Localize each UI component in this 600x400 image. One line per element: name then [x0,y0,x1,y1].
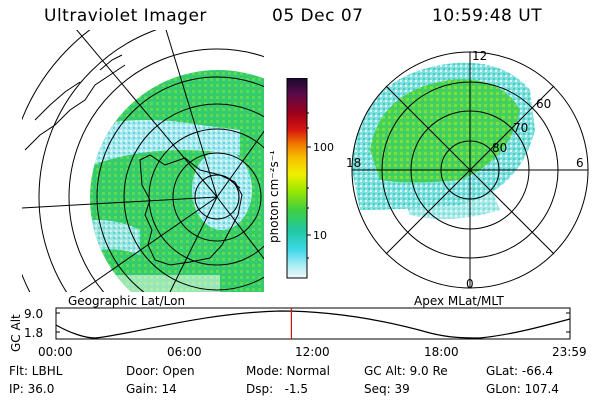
altitude-timeline: GC Alt 9.0 1.8 00:00 06:00 12:00 18:00 2… [9,307,587,359]
dsp-value: Dsp: -1.5 [246,382,309,396]
coastline [24,54,243,266]
altitude-curve [55,310,571,339]
geographic-map [22,30,264,292]
mlt-label-18: 18 [346,156,361,170]
apex-polar-plot: 12 18 6 0 60 70 80 [346,50,589,291]
time-tick-0600: 06:00 [167,345,202,359]
altitude-plot-frame [55,307,571,340]
apex-panel-label: Apex MLat/MLT [414,294,504,308]
time-tick-1800: 18:00 [424,345,459,359]
gc-alt-value: GC Alt: 9.0 Re [364,364,448,378]
instrument-title: Ultraviolet Imager [44,6,207,26]
colorbar-unit-label: photon cm⁻²s⁻¹ [270,150,281,243]
apex-mlt-grid [352,52,588,288]
altitude-axis-label: GC Alt [9,314,23,352]
colorbar-gradient [286,78,308,279]
filter-value: Flt: LBHL [9,364,63,378]
time-tick-0000: 00:00 [38,345,73,359]
seq-value: Seq: 39 [364,382,410,396]
mlat-label-80: 80 [492,141,507,155]
gain-value: Gain: 14 [126,382,177,396]
mlt-label-12: 12 [472,50,487,63]
colorbar-tick-100: 100 [313,141,334,154]
colorbar: 100 10 photon cm⁻²s⁻¹ [270,78,334,279]
ip-value: IP: 36.0 [9,382,55,396]
observation-time: 10:59:48 UT [432,6,543,26]
door-value: Door: Open [126,364,195,378]
latitude-grid [22,30,264,292]
time-tick-1200: 12:00 [295,345,330,359]
mlt-label-6: 6 [576,156,584,170]
geographic-panel-label: Geographic Lat/Lon [68,294,186,308]
altitude-ytick-min: 1.8 [24,326,43,340]
glon-value: GLon: 107.4 [486,382,559,396]
observation-date: 05 Dec 07 [272,6,364,26]
mlt-label-0: 0 [466,277,474,291]
mlat-label-60: 60 [536,97,551,111]
glat-value: GLat: -66.4 [486,364,553,378]
colorbar-tick-10: 10 [313,229,327,242]
altitude-ytick-max: 9.0 [24,307,43,321]
mode-value: Mode: Normal [246,364,330,378]
mlat-label-70: 70 [513,121,528,135]
time-tick-2359: 23:59 [552,345,587,359]
